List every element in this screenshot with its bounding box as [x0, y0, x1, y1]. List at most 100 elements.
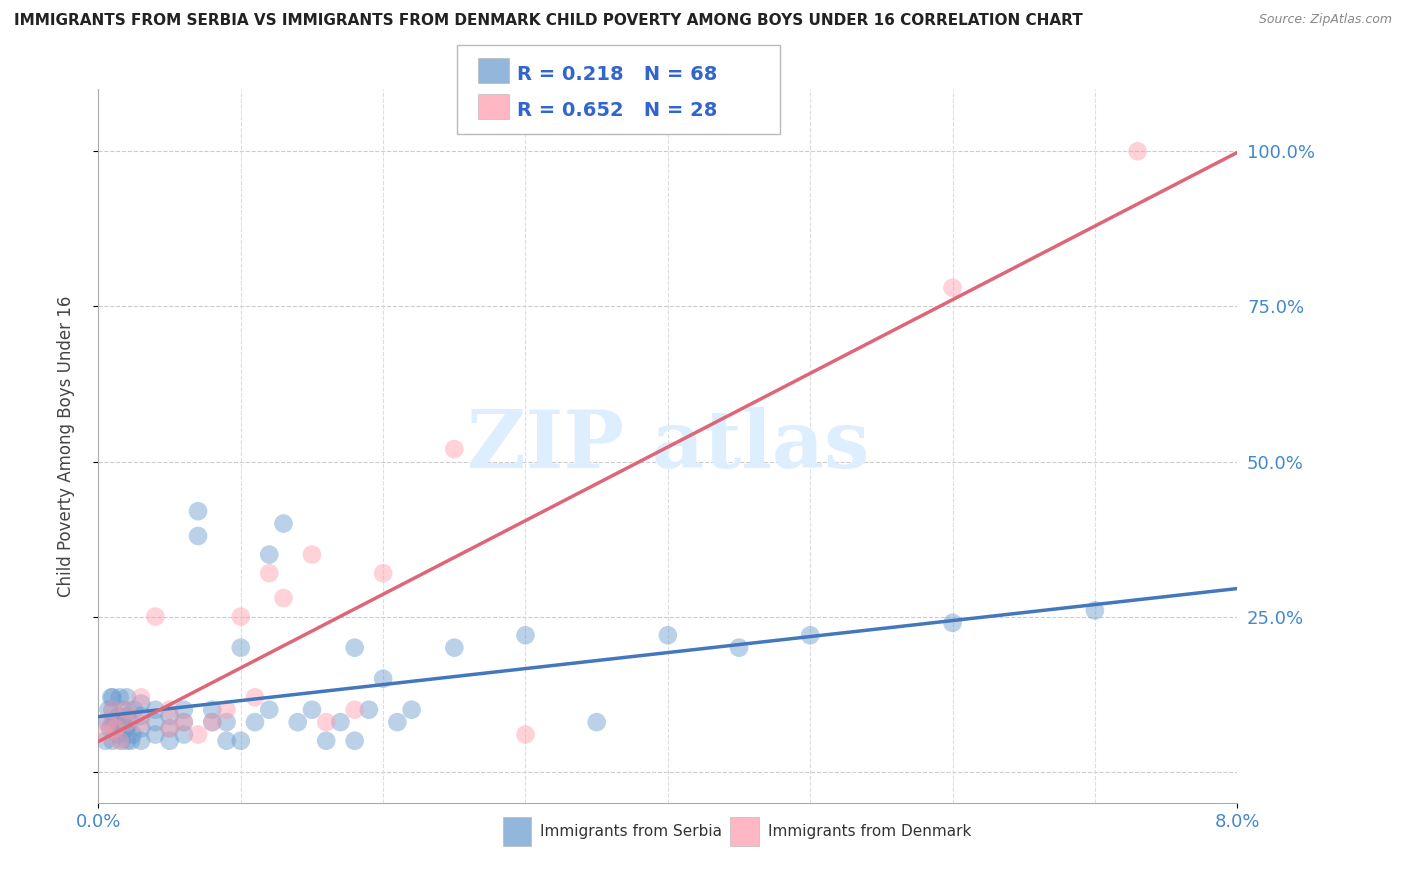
Point [101, 703, 124, 717]
Point [371, 672, 394, 686]
Point [215, 703, 238, 717]
Point [1126, 145, 1149, 159]
Point [942, 615, 965, 630]
Point [145, 727, 167, 741]
Point [129, 690, 152, 705]
Point [97, 715, 120, 730]
Point [129, 733, 152, 747]
Point [94, 733, 117, 747]
Point [728, 640, 751, 655]
Point [145, 609, 167, 624]
Point [115, 715, 138, 730]
Point [114, 722, 136, 736]
Point [159, 733, 181, 747]
Point [387, 715, 409, 730]
Text: Source: ZipAtlas.com: Source: ZipAtlas.com [1258, 13, 1392, 27]
Point [115, 690, 138, 705]
Point [301, 703, 323, 717]
Point [159, 722, 181, 736]
Point [173, 727, 195, 741]
Point [110, 733, 132, 747]
Y-axis label: Child Poverty Among Boys Under 16: Child Poverty Among Boys Under 16 [56, 295, 75, 597]
Point [120, 733, 142, 747]
Point [243, 690, 266, 705]
Text: IMMIGRANTS FROM SERBIA VS IMMIGRANTS FROM DENMARK CHILD POVERTY AMONG BOYS UNDER: IMMIGRANTS FROM SERBIA VS IMMIGRANTS FRO… [14, 13, 1083, 29]
Point [115, 733, 138, 747]
Point [187, 504, 209, 518]
Point [105, 727, 128, 741]
Point [201, 715, 224, 730]
Point [329, 715, 352, 730]
Point [115, 722, 138, 736]
Point [96, 715, 118, 730]
Point [101, 733, 124, 747]
Point [104, 722, 127, 736]
Text: R = 0.218   N = 68: R = 0.218 N = 68 [517, 65, 718, 84]
Point [315, 715, 337, 730]
Point [371, 566, 394, 581]
Point [97, 703, 120, 717]
Point [443, 640, 465, 655]
Point [159, 709, 181, 723]
Point [343, 640, 366, 655]
Point [104, 715, 127, 730]
Point [315, 733, 337, 747]
Point [343, 733, 366, 747]
Point [401, 703, 423, 717]
Point [111, 715, 134, 730]
Point [100, 690, 122, 705]
FancyBboxPatch shape [503, 817, 531, 846]
Point [515, 727, 537, 741]
Text: Immigrants from Denmark: Immigrants from Denmark [768, 824, 972, 838]
Text: ZIP atlas: ZIP atlas [467, 407, 869, 485]
Point [243, 715, 266, 730]
Point [301, 548, 323, 562]
Point [259, 548, 281, 562]
Point [443, 442, 465, 456]
Point [229, 640, 252, 655]
Point [121, 727, 143, 741]
Point [129, 722, 152, 736]
Point [343, 703, 366, 717]
Point [98, 722, 121, 736]
Point [108, 690, 131, 705]
Point [942, 281, 965, 295]
Point [173, 715, 195, 730]
Point [799, 628, 821, 642]
Point [585, 715, 607, 730]
Point [515, 628, 537, 642]
Point [112, 703, 135, 717]
Text: Immigrants from Serbia: Immigrants from Serbia [540, 824, 723, 838]
Point [145, 715, 167, 730]
Point [129, 715, 152, 730]
Point [118, 715, 141, 730]
Point [215, 733, 238, 747]
Point [287, 715, 309, 730]
Point [101, 703, 124, 717]
Point [1084, 603, 1107, 617]
Point [229, 733, 252, 747]
FancyBboxPatch shape [731, 817, 759, 846]
Point [187, 727, 209, 741]
Point [94, 727, 117, 741]
Point [173, 715, 195, 730]
Text: R = 0.652   N = 28: R = 0.652 N = 28 [517, 101, 718, 120]
Point [215, 715, 238, 730]
Point [201, 715, 224, 730]
Point [201, 703, 224, 717]
Point [129, 709, 152, 723]
Point [115, 709, 138, 723]
Point [173, 703, 195, 717]
Point [273, 516, 295, 531]
Point [115, 703, 138, 717]
Point [145, 703, 167, 717]
Point [108, 733, 131, 747]
Point [357, 703, 380, 717]
Point [229, 609, 252, 624]
Point [107, 709, 129, 723]
Point [657, 628, 679, 642]
Point [259, 703, 281, 717]
Point [129, 697, 152, 711]
Point [122, 703, 145, 717]
Point [273, 591, 295, 605]
